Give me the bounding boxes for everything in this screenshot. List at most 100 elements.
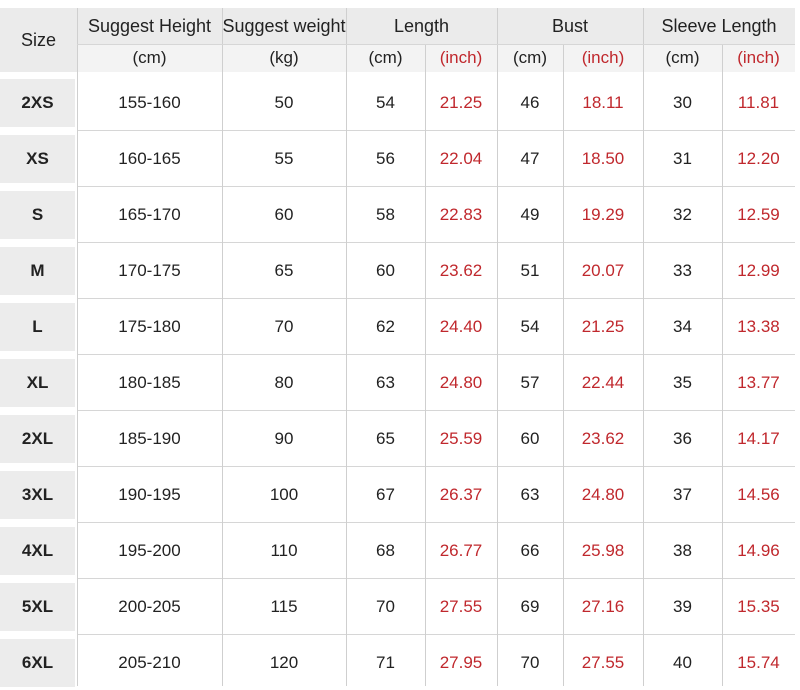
table-cell: 155-160 — [118, 93, 181, 112]
table-cell: 34 — [673, 317, 692, 336]
column-separator — [563, 44, 564, 686]
table-cell: 56 — [376, 149, 395, 168]
table-cell: 20.07 — [581, 261, 625, 280]
table-cell: 190-195 — [118, 485, 181, 504]
unit-cell: (inch) — [563, 44, 643, 72]
table-cell: 90 — [274, 429, 294, 448]
unit-cell: (inch) — [722, 44, 795, 72]
table-cell: 15.74 — [737, 653, 780, 672]
table-cell: 23.62 — [439, 261, 483, 280]
table-cell: 65 — [376, 429, 395, 448]
table-cell: 25.98 — [581, 541, 625, 560]
table-cell: 51 — [520, 261, 540, 280]
column-separator — [722, 44, 723, 686]
row-separator — [77, 242, 795, 243]
table-cell: 70 — [520, 653, 540, 672]
table-cell: 120 — [269, 653, 299, 672]
unit-cell: (inch) — [425, 44, 497, 72]
table-cell: 50 — [274, 93, 294, 112]
table-cell: 49 — [520, 205, 540, 224]
table-cell: 12.99 — [737, 261, 780, 280]
table-cell: 27.16 — [581, 597, 625, 616]
table-cell: 25.59 — [439, 429, 483, 448]
table-cell: 205-210 — [118, 653, 181, 672]
row-separator — [77, 578, 795, 579]
table-cell: 110 — [270, 541, 298, 560]
table-cell: 13.38 — [737, 317, 780, 336]
size-label: M — [0, 247, 75, 295]
table-cell: 185-190 — [118, 429, 181, 448]
column-separator — [643, 8, 644, 686]
unit-cell: (cm) — [77, 44, 222, 72]
table-cell: 60 — [376, 261, 395, 280]
table-cell: 66 — [520, 541, 540, 560]
table-cell: 170-175 — [118, 261, 181, 280]
table-cell: 63 — [376, 373, 395, 392]
unit-cell: (cm) — [643, 44, 722, 72]
table-cell: 80 — [274, 373, 294, 392]
row-separator — [77, 130, 795, 131]
table-cell: 57 — [520, 373, 540, 392]
header-cell: Bust — [497, 8, 643, 44]
table-cell: 26.77 — [439, 541, 483, 560]
table-cell: 32 — [673, 205, 692, 224]
table-cell: 24.40 — [439, 317, 483, 336]
table-cell: 39 — [673, 597, 692, 616]
table-cell: 60 — [520, 429, 540, 448]
header-cell: Sleeve Length — [643, 8, 795, 44]
table-cell: 195-200 — [118, 541, 181, 560]
table-cell: 65 — [274, 261, 294, 280]
header-cell: Length — [346, 8, 497, 44]
row-separator — [77, 522, 795, 523]
table-cell: 22.83 — [439, 205, 483, 224]
table-cell: 15.35 — [737, 597, 780, 616]
table-cell: 71 — [376, 653, 395, 672]
table-cell: 55 — [274, 149, 294, 168]
table-cell: 22.04 — [439, 149, 483, 168]
table-cell: 30 — [673, 93, 692, 112]
header-cell: Suggest weight — [222, 8, 346, 44]
table-cell: 36 — [673, 429, 692, 448]
table-cell: 62 — [376, 317, 395, 336]
table-cell: 38 — [673, 541, 692, 560]
size-label: L — [0, 303, 75, 351]
table-cell: 31 — [673, 149, 692, 168]
table-cell: 24.80 — [439, 373, 483, 392]
size-label: XS — [0, 135, 75, 183]
table-cell: 69 — [520, 597, 540, 616]
table-cell: 14.17 — [737, 429, 780, 448]
table-cell: 11.81 — [737, 93, 780, 112]
table-cell: 27.95 — [439, 653, 483, 672]
table-cell: 21.25 — [581, 317, 625, 336]
table-cell: 12.20 — [737, 149, 780, 168]
table-cell: 13.77 — [737, 373, 780, 392]
size-label: 4XL — [0, 527, 75, 575]
header-separator — [77, 44, 795, 45]
column-separator — [222, 8, 223, 686]
header-cell: Size — [0, 8, 77, 72]
column-separator — [77, 8, 78, 686]
row-separator — [77, 298, 795, 299]
table-cell: 115 — [270, 597, 298, 616]
table-cell: 37 — [673, 485, 692, 504]
table-cell: 54 — [376, 93, 395, 112]
table-cell: 18.11 — [582, 93, 624, 112]
table-cell: 40 — [673, 653, 692, 672]
row-separator — [77, 410, 795, 411]
column-separator — [425, 44, 426, 686]
table-cell: 14.56 — [737, 485, 780, 504]
table-cell: 19.29 — [581, 205, 625, 224]
table-cell: 35 — [673, 373, 692, 392]
table-cell: 58 — [376, 205, 395, 224]
table-cell: 70 — [274, 317, 294, 336]
size-label: 2XL — [0, 415, 75, 463]
size-label: S — [0, 191, 75, 239]
row-separator — [77, 466, 795, 467]
size-label: 6XL — [0, 639, 75, 687]
table-cell: 26.37 — [439, 485, 483, 504]
table-cell: 12.59 — [737, 205, 780, 224]
table-cell: 24.80 — [581, 485, 625, 504]
row-separator — [77, 186, 795, 187]
size-label: 2XS — [0, 79, 75, 127]
